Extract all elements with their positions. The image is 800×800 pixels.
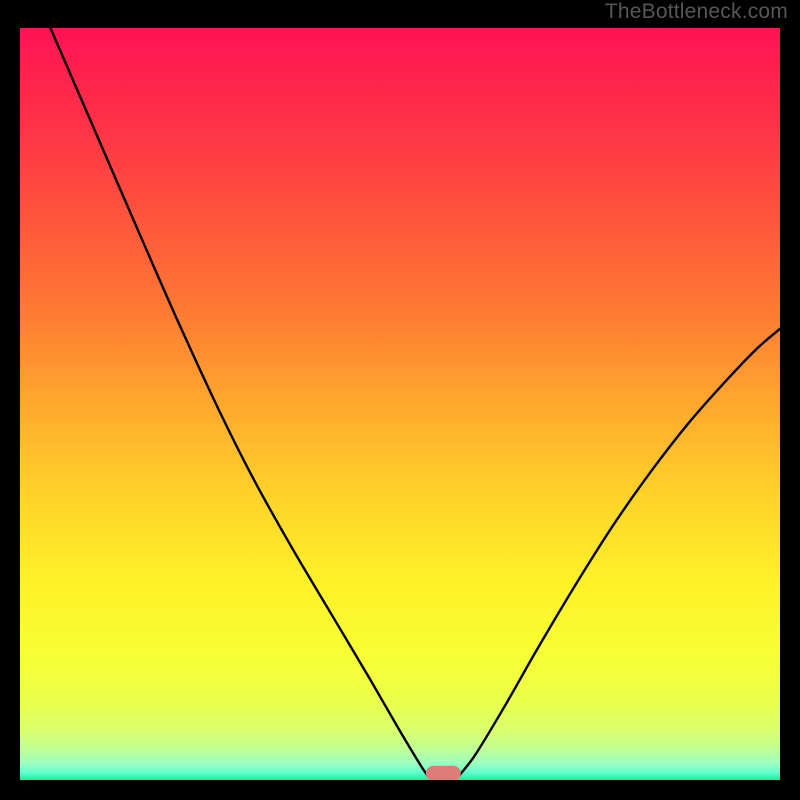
minimum-marker xyxy=(426,766,461,780)
curve-left-branch xyxy=(50,28,427,775)
bottleneck-curve xyxy=(20,28,780,780)
watermark-text: TheBottleneck.com xyxy=(605,0,788,24)
chart-frame: TheBottleneck.com xyxy=(0,0,800,800)
plot-area xyxy=(20,28,780,780)
curve-right-branch xyxy=(459,329,780,776)
